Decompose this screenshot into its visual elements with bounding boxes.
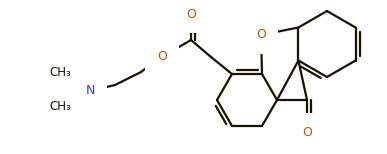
Text: O: O <box>157 51 167 63</box>
Text: N: N <box>85 83 95 97</box>
Text: O: O <box>186 8 196 20</box>
Text: O: O <box>256 28 266 41</box>
Text: O: O <box>302 126 312 138</box>
Text: CH₃: CH₃ <box>49 101 71 113</box>
Text: CH₃: CH₃ <box>49 67 71 79</box>
